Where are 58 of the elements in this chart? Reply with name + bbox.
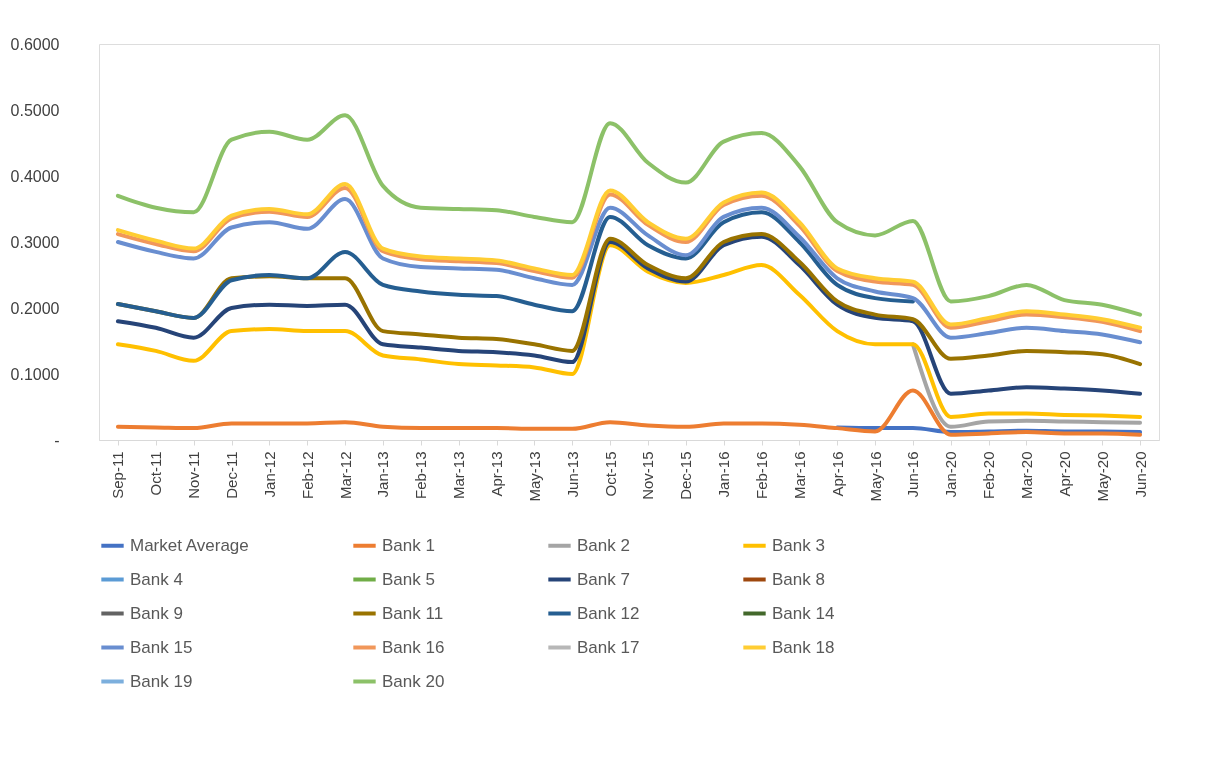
legend-label: Bank 11: [382, 603, 444, 623]
x-tick-label: Nov-11: [185, 451, 203, 499]
x-tick-label: May-13: [525, 451, 543, 502]
line-series: [115, 388, 1143, 437]
x-tick-label: Mar-16: [790, 451, 808, 500]
y-tick-label: 0.2000: [10, 299, 60, 317]
x-tick-label: Mar-12: [336, 451, 354, 500]
x-tick-label: Sep-11: [109, 451, 127, 499]
legend-label: Bank 18: [772, 637, 835, 657]
x-tick-label: Jun-20: [1131, 451, 1149, 498]
x-tick-label: Mar-20: [1018, 451, 1035, 500]
x-tick-label: Apr-16: [828, 451, 846, 497]
legend-label: Bank 5: [382, 569, 435, 589]
y-tick-label: 0.6000: [10, 35, 60, 53]
legend-label: Market Average: [130, 535, 249, 555]
x-tick-label: May-20: [1093, 451, 1111, 502]
x-tick-label: Dec-11: [223, 451, 240, 499]
x-tick-label: Oct-11: [147, 451, 165, 496]
y-tick-label: 0.1000: [10, 365, 60, 383]
x-tick-label: Oct-15: [601, 451, 619, 497]
y-tick-label: 0.4000: [10, 167, 60, 185]
x-tick-label: Dec-15: [677, 451, 695, 500]
x-tick-label: Mar-13: [450, 451, 468, 500]
x-tick-label: Jan-12: [260, 451, 278, 498]
y-tick-label: -: [54, 431, 60, 449]
x-tick-label: Feb-20: [980, 451, 998, 500]
legend-label: Bank 15: [130, 637, 193, 657]
x-tick-label: Jan-16: [715, 451, 733, 498]
x-tick-label: May-16: [866, 451, 884, 502]
legend-label: Bank 17: [577, 637, 640, 657]
y-tick-label: 0.3000: [10, 233, 60, 251]
legend-label: Bank 14: [772, 603, 835, 623]
x-tick-label: Jun-13: [563, 451, 581, 498]
legend-label: Bank 1: [382, 535, 435, 555]
x-tick-label: Feb-16: [753, 451, 770, 500]
legend-label: Bank 3: [772, 535, 825, 555]
legend-label: Bank 2: [577, 535, 630, 555]
line-series: [115, 210, 915, 320]
line-series: [115, 243, 1143, 419]
legend-label: Bank 4: [130, 569, 183, 589]
x-tick-label: Jan-13: [374, 451, 392, 498]
legend-label: Bank 8: [772, 569, 825, 589]
x-tick-label: Feb-12: [298, 451, 316, 500]
legend-label: Bank 16: [382, 637, 445, 657]
x-tick-label: Feb-13: [412, 451, 430, 500]
y-tick-label: 0.5000: [10, 101, 60, 119]
x-tick-label: Jan-20: [942, 451, 960, 498]
legend-label: Bank 12: [577, 603, 640, 623]
x-tick-label: Nov-15: [639, 451, 657, 500]
legend-label: Bank 7: [577, 569, 630, 589]
legend-label: Bank 9: [130, 603, 183, 623]
legend-label: Bank 19: [130, 671, 193, 691]
x-tick-label: Apr-20: [1055, 451, 1073, 497]
legend-label: Bank 20: [382, 671, 445, 691]
line-series: [115, 113, 1143, 317]
x-tick-label: Apr-13: [488, 451, 505, 497]
x-tick-label: Jun-16: [904, 451, 922, 498]
line-series: [115, 234, 1143, 396]
